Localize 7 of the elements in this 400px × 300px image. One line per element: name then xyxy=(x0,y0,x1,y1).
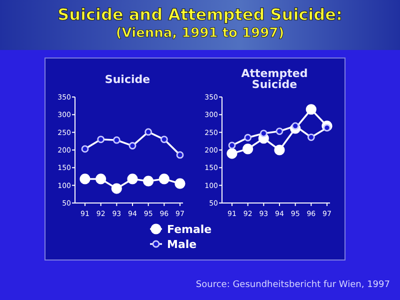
text: (Vienna, 1991 to 1997) xyxy=(116,26,284,41)
legend-label: Female xyxy=(167,223,212,236)
source-note: Source: Gesundheitsbericht fur Wien, 1997 xyxy=(196,280,390,290)
chart-title: Suicide xyxy=(104,73,150,86)
chart-title: Attempted Suicide xyxy=(241,67,308,91)
legend-label: Male xyxy=(167,238,197,251)
text: Suicide and Attempted Suicide: xyxy=(58,5,342,24)
